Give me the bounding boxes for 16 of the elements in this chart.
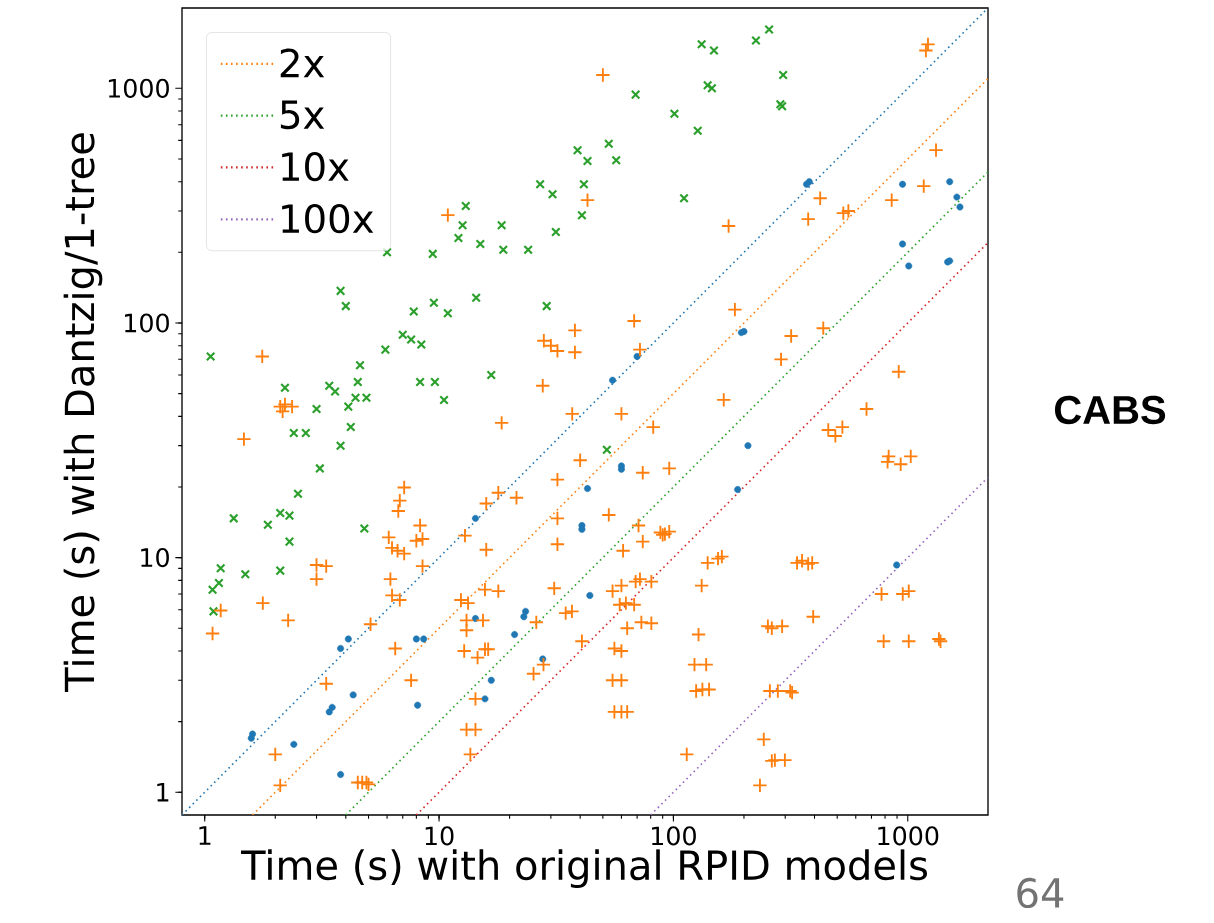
text: CABS [1054,395,1166,425]
x-tick-label: 100 [652,826,696,846]
text: 64 [1017,877,1064,909]
y-tick-label: 1 [157,783,169,802]
legend-label: 10x [282,152,349,182]
x-tick-label: 1 [199,826,211,845]
legend-label: 100x [282,204,374,234]
x-axis-title: Time (s) with original RPID models [240,849,927,889]
y-tick-label: 100 [125,313,169,333]
y-tick-label: 1000 [108,78,169,98]
x-tick-label: 1000 [878,826,939,846]
legend-label: 2x [280,48,325,78]
y-tick-label: 10 [141,548,169,568]
legend-label: 5x [280,100,325,130]
y-axis-title: Time (s) with Dantzig/1-tree [63,133,103,692]
x-tick-label: 10 [425,826,454,846]
